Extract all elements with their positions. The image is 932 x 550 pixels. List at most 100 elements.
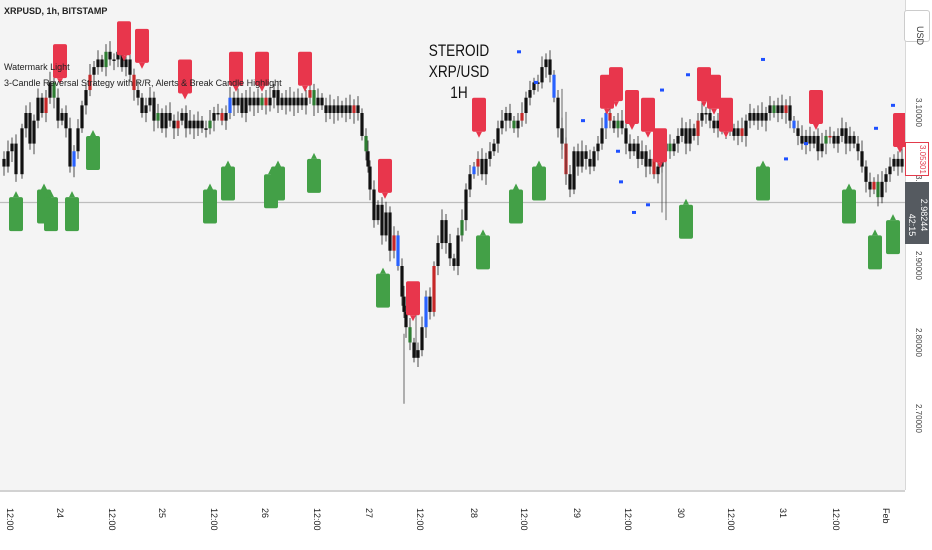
candle-body	[424, 296, 428, 328]
candle-body	[340, 105, 344, 113]
price-chart[interactable]	[0, 0, 905, 490]
sell-signal-label-pointer	[302, 85, 308, 92]
buy-signal-label-pointer	[536, 160, 542, 167]
candle-body	[316, 97, 320, 106]
candle-body	[672, 143, 676, 152]
candle-body	[160, 113, 164, 129]
candle-body	[504, 113, 508, 121]
buy-signal-label	[509, 189, 523, 224]
sell-signal-label	[472, 97, 486, 132]
buy-signal-label-pointer	[760, 160, 766, 167]
sell-signal-label-pointer	[711, 108, 717, 115]
candle-body	[224, 113, 228, 121]
candle-body	[328, 105, 332, 113]
current-price-badge: 2.98244 42:15	[905, 182, 929, 244]
buy-signal-label-pointer	[13, 191, 19, 198]
candle-body	[556, 97, 560, 129]
buy-signal-label-pointer	[380, 267, 386, 274]
target-marker	[784, 157, 788, 161]
watermark-indicator-legend[interactable]: Watermark Light	[4, 62, 70, 72]
candle-body	[404, 311, 408, 328]
sell-signal-label-pointer	[645, 131, 651, 138]
candle-body	[500, 120, 504, 129]
candle-body	[324, 105, 328, 113]
candle-body	[616, 120, 620, 129]
candle-body	[528, 90, 532, 98]
buy-signal-label	[532, 166, 546, 201]
time-tick-label: 12:00	[5, 508, 15, 531]
sell-signal-label-pointer	[57, 78, 63, 85]
time-tick-label: 30	[676, 508, 686, 519]
candle-body	[100, 59, 104, 68]
candle-body	[588, 158, 592, 167]
sell-signal-label	[893, 113, 905, 147]
time-tick-label: 24	[55, 508, 65, 519]
currency-button[interactable]	[904, 10, 930, 42]
candle-body	[640, 151, 644, 159]
buy-signal-label	[65, 197, 79, 232]
buy-signal-label	[203, 189, 217, 224]
candle-body	[128, 59, 132, 75]
candle-body	[308, 90, 312, 98]
candle-body	[92, 67, 96, 75]
candle-body	[236, 97, 240, 106]
candle-body	[60, 113, 64, 121]
buy-signal-label-pointer	[480, 229, 486, 236]
sell-signal-label-pointer	[121, 55, 127, 62]
plot-area[interactable]	[0, 0, 905, 490]
target-marker	[660, 88, 664, 92]
candle-body	[132, 74, 136, 91]
time-tick-label: 12:00	[623, 508, 633, 531]
buy-signal-label-pointer	[69, 191, 75, 198]
sell-signal-label	[609, 67, 623, 102]
candle-body	[168, 113, 172, 121]
target-marker	[686, 73, 690, 77]
symbol-legend[interactable]: XRPUSD, 1h, BITSTAMP	[4, 6, 108, 16]
buy-signal-label-pointer	[513, 183, 519, 190]
candle-body	[900, 158, 904, 167]
sell-signal-label	[707, 74, 721, 109]
sell-signal-label-pointer	[629, 124, 635, 131]
candle-body	[576, 151, 580, 167]
sell-signal-label-pointer	[813, 124, 819, 131]
candle-body	[488, 151, 492, 159]
candle-body	[508, 113, 512, 121]
candle-body	[520, 113, 524, 121]
price-tick-label: 2.80000	[914, 327, 923, 357]
candle-body	[596, 143, 600, 152]
candle-body	[796, 128, 800, 136]
sell-signal-label	[135, 28, 149, 63]
candle-body	[620, 120, 624, 129]
candle-body	[632, 143, 636, 152]
candle-body	[84, 90, 88, 106]
candle-body	[452, 258, 456, 266]
candle-body	[144, 105, 148, 113]
sell-signal-label	[653, 128, 667, 163]
candle-body	[544, 59, 548, 68]
candle-body	[416, 350, 420, 358]
time-tick-label: 12:00	[107, 508, 117, 531]
candle-body	[492, 143, 496, 152]
candle-body	[708, 113, 712, 121]
buy-signal-label	[307, 158, 321, 193]
sell-signal-label-pointer	[233, 85, 239, 92]
buy-signal-label	[271, 166, 285, 201]
sell-signal-label-pointer	[701, 101, 707, 108]
candle-body	[608, 113, 612, 121]
buy-signal-label-pointer	[275, 160, 281, 167]
strategy-indicator-legend[interactable]: 3-Candle Reversal Strategy with R/R, Ale…	[4, 78, 282, 88]
candle-body	[112, 59, 116, 61]
target-marker	[619, 180, 623, 184]
candle-body	[496, 128, 500, 144]
candle-body	[688, 128, 692, 144]
candle-body	[56, 97, 60, 121]
candle-body	[668, 143, 672, 152]
candle-body	[256, 97, 260, 106]
sell-signal-label-pointer	[382, 192, 388, 199]
candle-body	[264, 97, 268, 106]
candle-body	[276, 90, 280, 106]
candle-body	[228, 97, 232, 113]
candle-body	[360, 113, 364, 136]
candle-body	[240, 97, 244, 113]
candle-body	[624, 128, 628, 144]
